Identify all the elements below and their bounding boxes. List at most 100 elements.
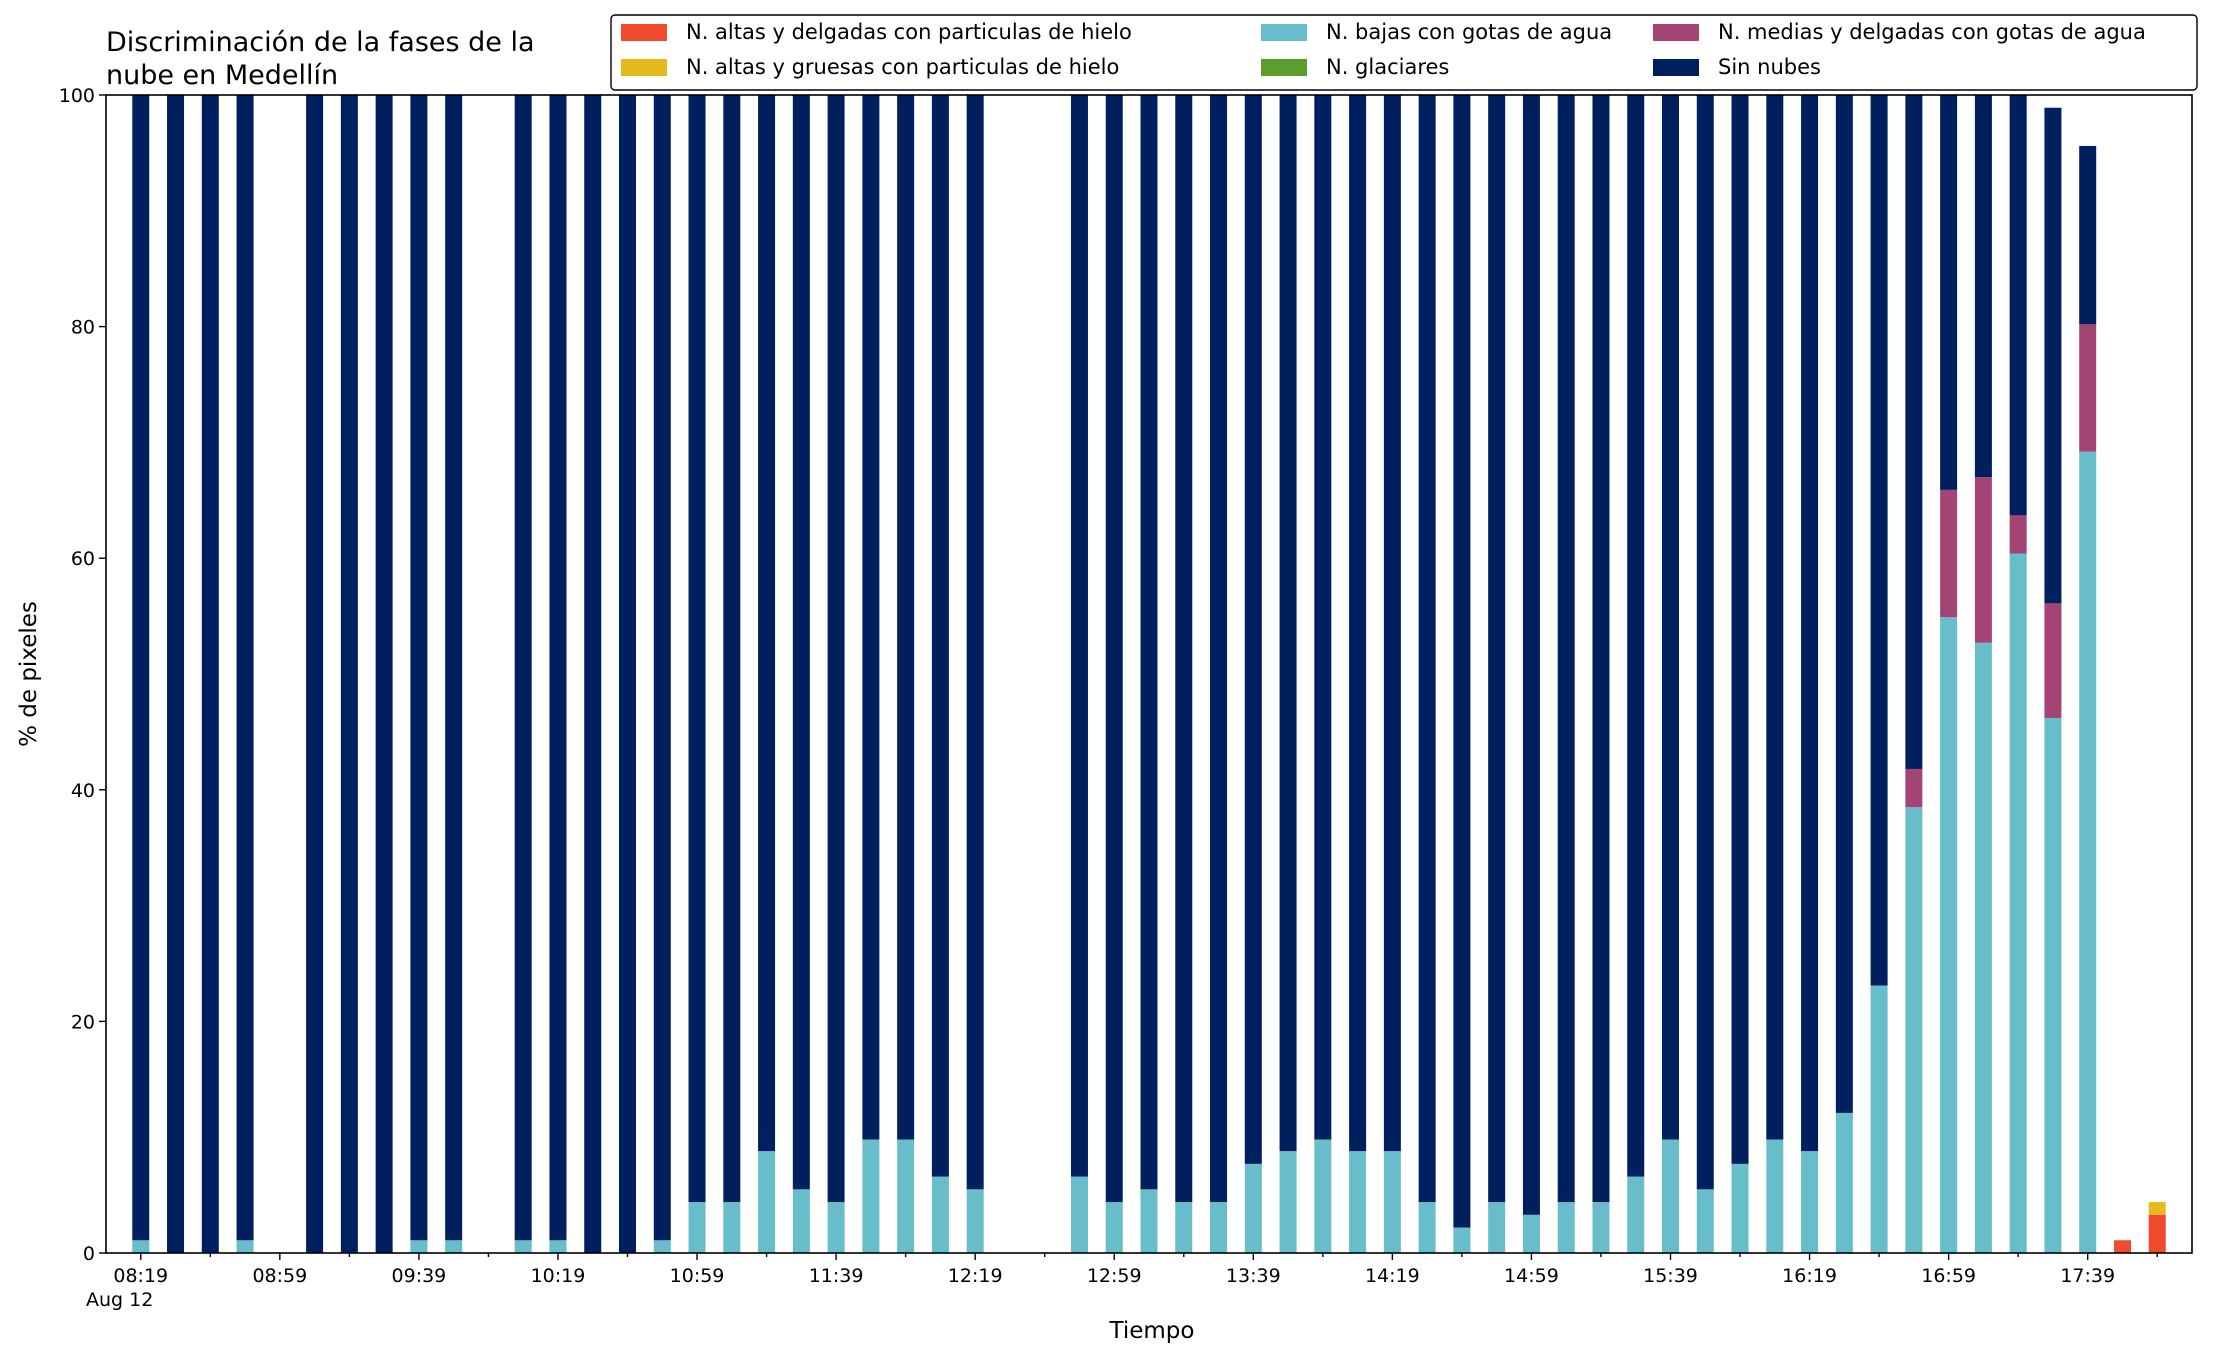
bar-segment-sin_nubes <box>1314 95 1332 1140</box>
bar-segment-sin_nubes <box>1453 95 1471 1228</box>
bar-segment-sin_nubes <box>1140 95 1158 1190</box>
bar-segment-sin_nubes <box>1522 95 1540 1215</box>
bar-segment-sin_nubes <box>1175 95 1193 1203</box>
bar-segment-bajas <box>1870 985 1888 1253</box>
x-tick-label: 14:59 <box>1504 1265 1559 1287</box>
bar-segment-sin_nubes <box>1766 95 1784 1140</box>
bar-segment-bajas <box>1105 1202 1123 1253</box>
bar-segment-bajas <box>1905 807 1923 1253</box>
bar-segment-bajas <box>966 1189 984 1253</box>
legend-label-bajas: N. bajas con gotas de agua <box>1326 20 1612 44</box>
bar-segment-bajas <box>758 1151 776 1253</box>
y-tick-label: 20 <box>71 1011 95 1033</box>
bar-segment-sin_nubes <box>619 95 636 1253</box>
bar-segment-bajas <box>2009 553 2027 1253</box>
bar-segment-bajas <box>1279 1151 1297 1253</box>
bar-segment-sin_nubes <box>2009 95 2027 516</box>
bar-segment-sin_nubes <box>1696 95 1714 1190</box>
bar-segment-bajas <box>445 1240 463 1253</box>
bar-segment-bajas <box>897 1139 915 1253</box>
x-tick-label: 08:19 <box>113 1265 168 1287</box>
bar-segment-bajas <box>862 1139 880 1253</box>
bar-segment-sin_nubes <box>1801 95 1819 1152</box>
bar-segment-sin_nubes <box>862 95 880 1140</box>
x-tick-label: 16:59 <box>1921 1265 1976 1287</box>
bar-segment-bajas <box>514 1240 532 1253</box>
bar-segment-bajas <box>1383 1151 1401 1253</box>
bar-segment-sin_nubes <box>584 95 602 1253</box>
bar-segment-bajas <box>1140 1189 1158 1253</box>
plot-frame <box>105 94 2193 1254</box>
bar-segment-sin_nubes <box>375 95 393 1253</box>
bar-segment-sin_nubes <box>1557 95 1575 1203</box>
y-axis-label: % de pixeles <box>16 601 42 747</box>
legend-label-glaciares: N. glaciares <box>1326 55 1449 79</box>
x-tick-label: 12:19 <box>948 1265 1003 1287</box>
legend-swatch-glaciares <box>1261 59 1307 76</box>
y-tick-label: 0 <box>83 1243 95 1265</box>
bar-segment-medias <box>2079 324 2097 452</box>
bar-segment-bajas <box>2079 451 2097 1253</box>
bar-segment-sin_nubes <box>167 95 185 1253</box>
x-tick-label: 17:39 <box>2060 1265 2115 1287</box>
x-tick-label: 11:39 <box>809 1265 864 1287</box>
bar-segment-sin_nubes <box>236 95 254 1241</box>
bar-segment-bajas <box>1314 1139 1332 1253</box>
bar-segment-sin_nubes <box>1731 95 1749 1164</box>
legend-swatch-altas_gruesas <box>621 59 667 76</box>
x-axis-label: Tiempo <box>1109 1318 1195 1344</box>
bar-segment-bajas <box>1696 1189 1714 1253</box>
bar-segment-sin_nubes <box>1279 95 1297 1152</box>
legend-frame <box>610 14 2198 91</box>
bar-segment-bajas <box>1835 1112 1853 1253</box>
y-tick-label: 60 <box>71 548 95 570</box>
bar-segment-sin_nubes <box>1940 95 1958 490</box>
y-axis: 0 20 40 60 80 100 <box>59 85 106 1265</box>
bar-segment-sin_nubes <box>966 95 984 1190</box>
bar-segment-sin_nubes <box>306 95 324 1253</box>
bar-segment-sin_nubes <box>1383 95 1401 1152</box>
bar-segment-bajas <box>1175 1202 1193 1253</box>
x-tick-label: 08:59 <box>252 1265 307 1287</box>
chart-title: Discriminación de la fases de la nube en… <box>106 27 535 91</box>
bar-segment-bajas <box>2044 718 2062 1253</box>
bar-segment-sin_nubes <box>1488 95 1506 1203</box>
legend-label-medias: N. medias y delgadas con gotas de agua <box>1718 20 2146 44</box>
bar-segment-altas_delgadas <box>2113 1240 2131 1253</box>
bar-segment-sin_nubes <box>1418 95 1436 1203</box>
bar-segment-bajas <box>1453 1227 1471 1253</box>
y-tick-label: 100 <box>59 85 95 107</box>
bar-segment-altas_gruesas <box>2148 1202 2166 1215</box>
bar-segment-bajas <box>1557 1202 1575 1253</box>
chart-title-line-2: nube en Medellín <box>106 60 338 91</box>
bar-segment-bajas <box>1801 1151 1819 1253</box>
bar-segment-bajas <box>1731 1163 1749 1253</box>
bar-segment-bajas <box>1627 1176 1645 1253</box>
bar-segment-sin_nubes <box>1835 95 1853 1113</box>
bar-segment-bajas <box>1488 1202 1506 1253</box>
bar-segment-sin_nubes <box>340 95 358 1253</box>
bar-segment-sin_nubes <box>653 95 671 1241</box>
bar-segment-medias <box>2044 603 2062 718</box>
bar-segment-bajas <box>723 1202 741 1253</box>
legend-swatch-altas_delgadas <box>621 24 667 41</box>
legend-label-altas_gruesas: N. altas y gruesas con particulas de hie… <box>686 55 1119 79</box>
y-tick-label: 80 <box>71 317 95 339</box>
bar-segment-sin_nubes <box>2079 145 2097 325</box>
bar-segment-sin_nubes <box>514 95 532 1241</box>
bar-segment-sin_nubes <box>549 95 567 1241</box>
bar-segment-sin_nubes <box>897 95 915 1140</box>
x-tick-label: 16:19 <box>1782 1265 1837 1287</box>
bar-segment-sin_nubes <box>931 95 949 1177</box>
bar-segment-sin_nubes <box>1905 95 1923 769</box>
bar-segment-bajas <box>1418 1202 1436 1253</box>
x-axis: 08:19 08:59 09:39 10:19 10:59 11:39 12:19 12:59… <box>86 1253 2158 1311</box>
bar-segment-sin_nubes <box>132 95 150 1241</box>
bar-segment-altas_delgadas <box>2148 1214 2166 1253</box>
bar-segment-bajas <box>1592 1202 1610 1253</box>
bar-segment-sin_nubes <box>1349 95 1367 1152</box>
bar-segment-bajas <box>549 1240 567 1253</box>
bar-segment-bajas <box>653 1240 671 1253</box>
bar-segment-bajas <box>1974 642 1992 1253</box>
bar-segment-bajas <box>931 1176 949 1253</box>
